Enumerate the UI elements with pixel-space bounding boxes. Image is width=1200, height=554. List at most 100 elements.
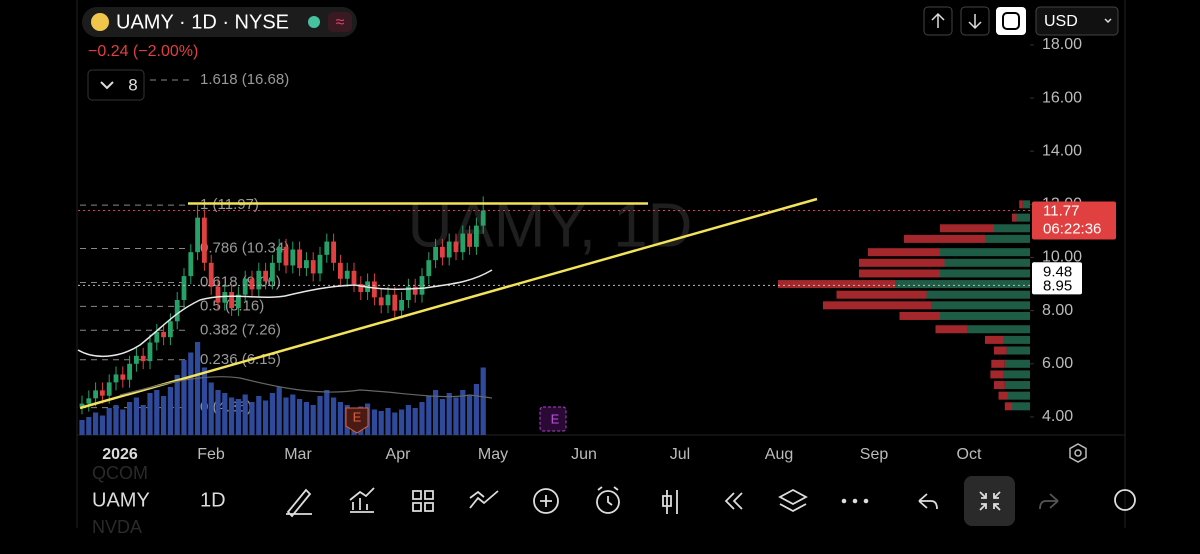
candle-body [263,270,268,282]
candle-body [378,297,384,306]
candle-body [229,292,234,308]
symbol-title[interactable]: UAMY · 1D · NYSE [116,11,289,33]
more-button[interactable] [841,498,869,504]
candle-body [446,241,452,258]
settings-button[interactable] [1069,443,1087,463]
volume-bar [290,394,296,435]
candle-body [310,260,316,274]
profile-up [1004,381,1030,390]
candle-body [140,355,146,362]
earnings-marker-future[interactable] [539,406,567,432]
candle-body [460,233,466,253]
compare-tool[interactable] [469,490,499,509]
candle-body [168,321,173,338]
volume-bar [195,342,201,435]
volume-bar [86,417,92,435]
candle-body [344,270,350,279]
profile-up [1003,335,1030,344]
indicators-tool[interactable] [349,487,375,513]
x-tick-label: 2026 [102,446,138,463]
symbol-pill[interactable] [82,7,357,37]
earnings-icon: E [353,409,362,424]
toolbar-symbol[interactable]: UAMY [92,489,150,511]
ghost-symbol: NVDA [92,517,142,537]
fib-label: 1.618 (16.68) [200,71,289,88]
add-button[interactable] [533,488,559,514]
replay-button[interactable] [724,492,743,510]
profile-up [1004,359,1030,368]
volume-bar [133,397,139,435]
earnings-marker[interactable] [345,407,369,434]
candle-body [351,270,357,285]
volume-bar [242,394,248,435]
profile-down [940,224,994,233]
currency-select[interactable] [1035,6,1119,36]
profile-down [1012,213,1017,222]
volume-bar [310,405,316,435]
symbol-logo [91,13,109,31]
redo-button[interactable] [1039,493,1059,510]
volume-bar [140,405,146,435]
undo-button[interactable] [918,493,938,510]
x-tick-label: Jun [571,446,597,463]
volume-bar [79,420,85,435]
volume-bar [399,409,405,435]
x-tick-label: Oct [957,446,982,463]
collapse-button[interactable] [964,476,1015,526]
profile-down [994,346,1007,355]
candle-body [304,260,309,269]
price-tag-label: 11.77 [1043,202,1079,219]
volume-bar [405,405,411,435]
volume-bar [181,360,187,435]
alert-button[interactable] [596,490,620,514]
x-tick-label: Sep [860,446,889,463]
trend-line [79,197,818,410]
volume-bar [467,394,473,435]
candle-body [419,276,425,295]
candle-body [174,300,180,322]
candle-body [208,262,214,287]
draw-tool[interactable] [286,488,312,518]
volume-bar [147,393,153,435]
candle-body [406,286,411,301]
profile-up [940,311,1030,320]
volume-bar [161,396,167,435]
candle-type[interactable] [662,490,678,514]
profile-down [985,335,1003,344]
y-tick-label: 16.00 [1042,89,1082,106]
layers-button[interactable] [778,488,808,513]
volume-bar [392,412,398,435]
volume-bar [229,397,235,435]
indicators-toggle[interactable] [87,69,145,101]
profile-down [935,325,967,334]
profile-down [868,248,940,257]
search-button[interactable] [1114,489,1136,511]
candle-body [195,217,200,253]
price-tag [1032,201,1116,240]
moving-average [77,269,493,358]
profile-up [967,325,1030,334]
price-change: −0.24 (−2.00%) [88,43,198,60]
volume-bar [460,390,466,435]
volume-bar [419,402,425,435]
profile-up [1007,391,1030,400]
volume-bar [269,393,275,435]
x-tick-label: Apr [386,446,412,463]
layout-tool[interactable] [412,490,434,512]
volume-bar [439,399,445,435]
toolbar-interval[interactable]: 1D [200,489,226,511]
candle-body [392,294,398,311]
candle-body [290,249,296,266]
volume-bar [222,393,228,435]
profile-up [944,258,1030,267]
volume-bar [480,367,486,435]
profile-down [1019,200,1023,209]
fullscreen-button[interactable] [996,7,1026,35]
candle-body [93,390,98,399]
candle-body [440,246,445,258]
volume-bar [154,390,160,435]
volume-bar [93,412,99,435]
candle-body [154,331,160,343]
candle-body [433,246,438,261]
candle-body [215,286,221,303]
